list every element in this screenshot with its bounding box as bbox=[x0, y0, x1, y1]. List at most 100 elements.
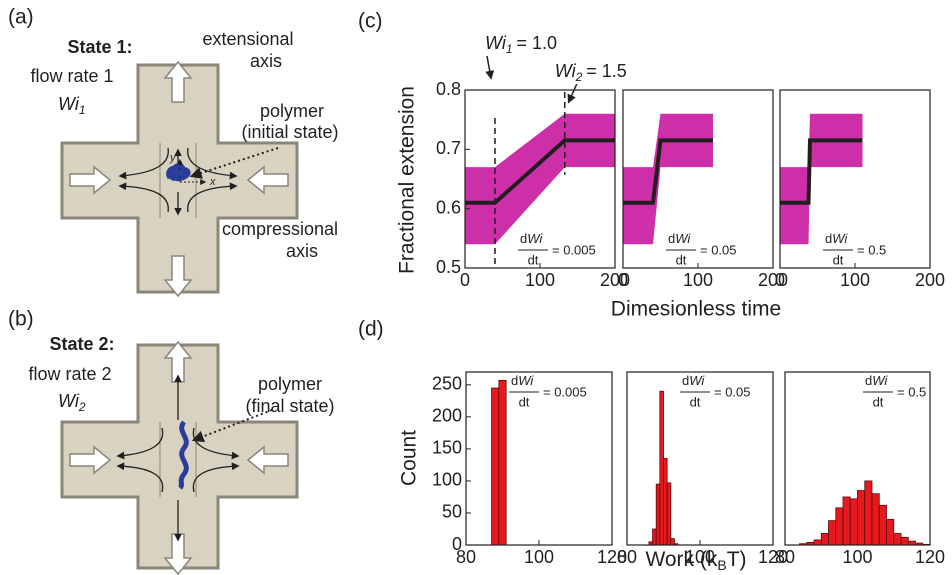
polymer-text: (initial state) bbox=[241, 122, 338, 142]
y-axis-label: Fractional extension bbox=[396, 86, 419, 274]
x-tick-label: 120 bbox=[597, 547, 627, 567]
bar bbox=[820, 533, 829, 546]
bar bbox=[652, 528, 657, 546]
bar bbox=[666, 482, 672, 546]
marker-arrow bbox=[485, 55, 495, 80]
axis-text: axis bbox=[286, 241, 318, 261]
spread-band bbox=[465, 113, 615, 245]
rate-value: = 0.05 bbox=[714, 384, 751, 399]
marker-wi: Wi bbox=[555, 61, 577, 81]
rate-wi: Wi bbox=[675, 231, 691, 246]
rate-d: d bbox=[520, 231, 527, 246]
panel-label: (d) bbox=[358, 318, 384, 341]
rate-denominator: dt bbox=[690, 394, 701, 409]
rate-d: d bbox=[668, 231, 675, 246]
bar bbox=[670, 538, 675, 546]
wi-text: Wi bbox=[58, 94, 80, 114]
rate-denominator: dt bbox=[873, 394, 884, 409]
wi: Wi2 bbox=[58, 391, 86, 414]
y-tick-label: 0.6 bbox=[436, 197, 461, 217]
marker-text: = 1.5 bbox=[586, 61, 627, 81]
marker-sub: 1 bbox=[506, 42, 513, 56]
rate-value: = 0.5 bbox=[897, 384, 926, 399]
x-tick-label: 80 bbox=[456, 547, 476, 567]
y-tick-label: 250 bbox=[432, 374, 462, 394]
x-tick-label: 0 bbox=[460, 270, 470, 290]
marker-label: Wi2 = 1.5 bbox=[555, 61, 627, 84]
rate-numerator: dWi bbox=[682, 373, 705, 388]
bar bbox=[886, 518, 895, 546]
bar bbox=[849, 498, 858, 546]
marker-sub: 2 bbox=[575, 70, 583, 84]
plot: 80 100 120 dWi dt = 0.05 bbox=[617, 371, 788, 567]
spread-band bbox=[623, 113, 713, 245]
rate-wi: Wi bbox=[527, 231, 543, 246]
x-axis-label: Work (kBT) bbox=[645, 548, 746, 573]
y-axis-text: y bbox=[169, 152, 177, 164]
x-label-part: Work (k bbox=[645, 548, 717, 571]
rate-numerator: dWi bbox=[668, 231, 691, 246]
flow: flow rate 1 bbox=[30, 66, 113, 86]
y-tick-label: 0.7 bbox=[436, 138, 461, 158]
y-tick-label: 100 bbox=[432, 470, 462, 490]
mean-line bbox=[623, 138, 713, 205]
bar bbox=[835, 507, 844, 546]
x-axis-label: Dimesionless time bbox=[611, 298, 781, 321]
rate-d: d bbox=[865, 373, 872, 388]
bar bbox=[900, 536, 909, 546]
bar bbox=[491, 387, 500, 546]
plot: 80 100 120 0 50 100 150 200 250 dWi dt = 0.005 bbox=[432, 371, 627, 567]
diagram-b: (b) State 2: flow rate 2 Wi2 polymer (fi… bbox=[8, 308, 335, 575]
rate-value: = 0.005 bbox=[552, 242, 596, 257]
mean-line bbox=[780, 138, 863, 205]
bar bbox=[655, 483, 661, 546]
marker-arrow bbox=[567, 83, 578, 104]
wi-text: Wi bbox=[58, 391, 80, 411]
x-tick-label: 200 bbox=[915, 270, 945, 290]
x-tick-label: 200 bbox=[758, 270, 788, 290]
panel-label: (b) bbox=[8, 308, 34, 331]
y-axis-label: Count bbox=[398, 430, 421, 486]
axis-text: extensional bbox=[202, 29, 293, 49]
rate-denominator: dt bbox=[833, 252, 844, 267]
x-tick-label: 100 bbox=[685, 547, 715, 567]
rate-denominator: dt bbox=[519, 394, 530, 409]
plot: 80 100 120 dWi dt = 0.5 bbox=[775, 371, 945, 567]
wi: Wi1 bbox=[58, 94, 86, 117]
x-tick-label: 100 bbox=[842, 547, 872, 567]
bar bbox=[659, 390, 664, 546]
bar bbox=[828, 520, 837, 546]
rate-denominator: dt bbox=[528, 252, 539, 267]
x-tick-label: 100 bbox=[524, 547, 554, 567]
x-tick-label: 80 bbox=[775, 547, 795, 567]
marker-wi: Wi bbox=[485, 33, 507, 53]
bar bbox=[857, 490, 866, 546]
y-tick-label: 0 bbox=[452, 534, 462, 554]
bar bbox=[878, 504, 887, 546]
rate-wi: Wi bbox=[832, 231, 848, 246]
polymer-text: (final state) bbox=[245, 396, 334, 416]
wi-sub: 1 bbox=[79, 103, 86, 117]
y-tick-label: 0.5 bbox=[436, 257, 461, 277]
bar bbox=[893, 533, 902, 546]
x-tick-label: 100 bbox=[840, 270, 870, 290]
state: State 1: bbox=[67, 37, 132, 57]
axis-text: axis bbox=[250, 51, 282, 71]
axis-text: compressional bbox=[222, 219, 338, 239]
marker-text: = 1.0 bbox=[517, 33, 558, 53]
rate-numerator: dWi bbox=[520, 231, 543, 246]
x-tick-label: 0 bbox=[618, 270, 628, 290]
x-tick-label: 0 bbox=[775, 270, 785, 290]
bar bbox=[842, 496, 851, 546]
rate-value: = 0.5 bbox=[857, 242, 886, 257]
spread-band bbox=[780, 113, 863, 245]
x-label-sub: B bbox=[717, 557, 726, 573]
mean-line bbox=[465, 138, 615, 205]
rate-value: = 0.05 bbox=[700, 242, 737, 257]
rate-denominator: dt bbox=[676, 252, 687, 267]
y-tick-label: 200 bbox=[432, 406, 462, 426]
rate-wi: Wi bbox=[518, 373, 534, 388]
bar bbox=[663, 458, 668, 546]
